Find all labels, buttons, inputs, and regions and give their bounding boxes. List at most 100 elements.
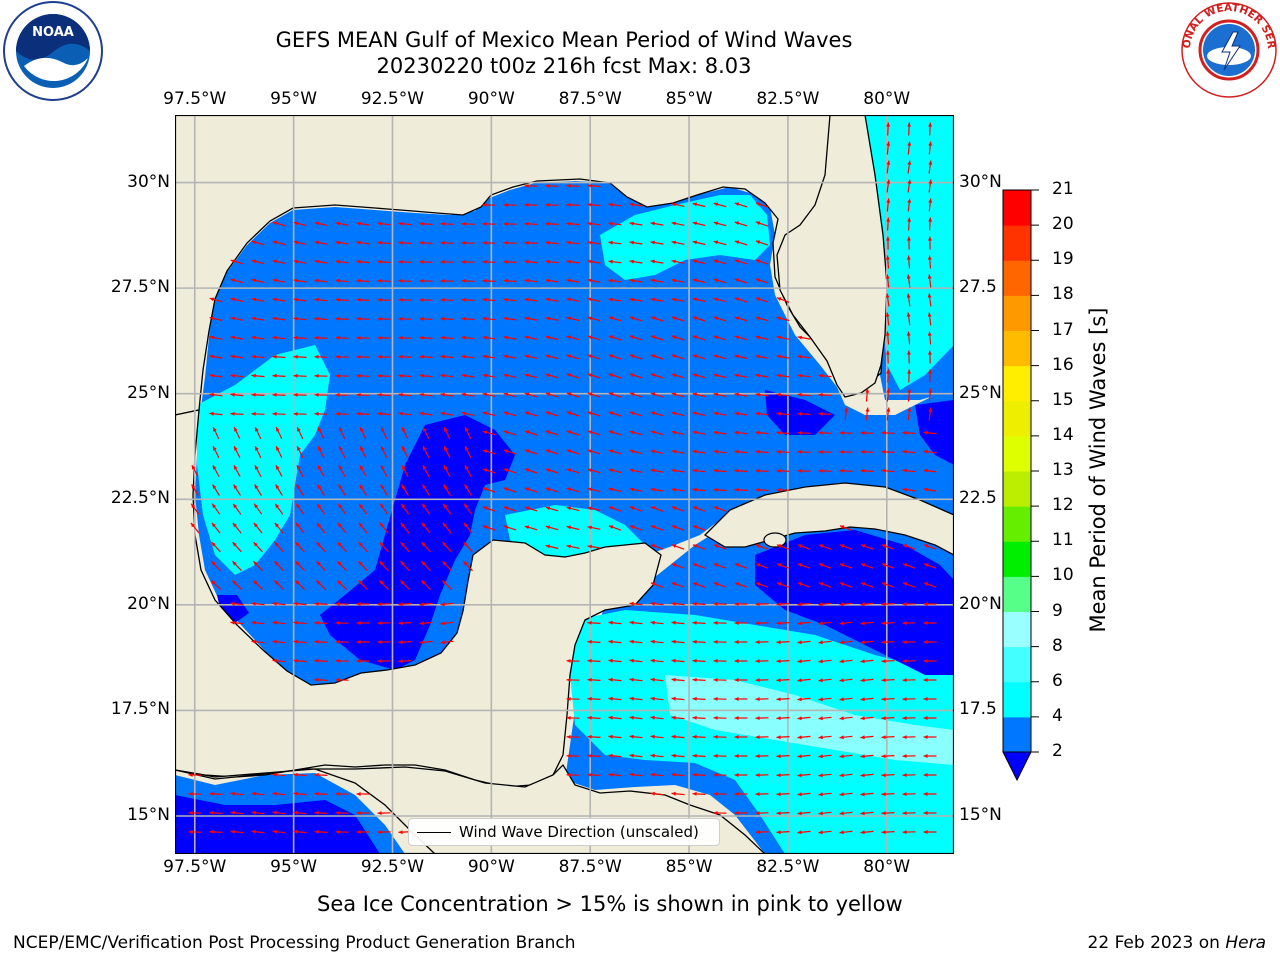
wave-arrow-head — [440, 297, 445, 302]
wave-arrow-head — [692, 563, 698, 567]
wave-arrow-head — [671, 601, 676, 606]
wave-arrow-head — [461, 260, 466, 264]
wave-arrow-head — [335, 640, 340, 644]
wave-arrow-head — [844, 407, 849, 412]
wave-arrow-head — [650, 278, 655, 283]
wave-arrow-head — [377, 640, 382, 644]
footer-credit: NCEP/EMC/Verification Post Processing Pr… — [13, 933, 576, 953]
land-florida — [776, 115, 888, 398]
wave-arrow-head — [776, 621, 781, 626]
wave-arrow-head — [906, 274, 911, 279]
wave-arrow-head — [629, 753, 634, 758]
wave-arrow-head — [902, 659, 907, 663]
wave-arrow-head — [293, 791, 298, 796]
wave-arrow-head — [524, 373, 530, 378]
wave-arrow-head — [566, 544, 571, 549]
colorbar-tick-label: 18 — [1052, 284, 1074, 305]
wave-arrow-head — [293, 373, 298, 378]
wave-arrow-head — [377, 336, 382, 340]
wave-arrow-head — [650, 373, 656, 378]
wave-arrow-head — [524, 354, 529, 359]
wave-arrow-head — [251, 791, 256, 796]
wave-arrow-head — [545, 259, 550, 264]
wave-arrow-head — [337, 522, 342, 528]
wave-arrow-head — [419, 640, 424, 645]
wave-arrow-head — [545, 335, 551, 340]
wave-arrow-head — [464, 503, 469, 509]
wave-arrow-head — [545, 392, 551, 397]
wave-arrow-head — [755, 449, 760, 454]
wave-arrow-head — [482, 297, 487, 302]
wave-arrow-head — [314, 620, 319, 625]
wave-arrow-head — [272, 240, 278, 245]
wave-arrow-head — [566, 221, 571, 226]
wave-arrow-head — [629, 677, 634, 682]
wave-arrow-head — [671, 240, 676, 245]
wave-arrow-head — [902, 602, 907, 606]
wave-arrow-head — [902, 449, 907, 454]
wave-arrow-head — [713, 811, 718, 815]
wave-arrow-head — [865, 388, 870, 393]
wave-arrow-head — [713, 430, 718, 435]
wave-arrow-head — [797, 544, 803, 548]
wave-arrow-head — [503, 392, 509, 397]
wave-arrow-head — [444, 446, 448, 451]
wave-arrow-head — [209, 297, 215, 302]
wave-arrow-head — [902, 735, 907, 739]
wave-arrow-head — [482, 392, 487, 397]
wave-arrow-head — [650, 620, 655, 625]
wave-arrow-head — [233, 484, 238, 489]
wave-arrow-head — [296, 465, 301, 470]
wave-arrow-head — [928, 350, 932, 355]
wave-arrow-head — [233, 465, 238, 470]
colorbar-tick-label: 8 — [1052, 635, 1063, 656]
wave-arrow-head — [650, 392, 656, 397]
wave-arrow-head — [359, 465, 364, 470]
wave-arrow-head — [650, 601, 655, 606]
wave-arrow-head — [860, 830, 865, 835]
wave-arrow-head — [608, 373, 614, 378]
wave-arrow-head — [629, 373, 635, 378]
wave-arrow-head — [356, 602, 361, 606]
wave-arrow-head — [419, 221, 424, 226]
wave-arrow-head — [464, 465, 469, 470]
wave-arrow-head — [776, 392, 781, 397]
wave-arrow-head — [713, 411, 718, 416]
wave-arrow-head — [629, 354, 635, 359]
wave-arrow-head — [442, 522, 447, 528]
wave-arrow-head — [860, 449, 865, 454]
wave-arrow-head — [230, 411, 235, 416]
wave-arrow-head — [587, 487, 593, 492]
wave-arrow-head — [377, 221, 382, 226]
wave-arrow-head — [314, 810, 319, 815]
wave-arrow-head — [398, 621, 403, 626]
wave-arrow-head — [881, 754, 886, 759]
colorbar-tick-label: 17 — [1052, 319, 1074, 340]
wave-arrow-head — [671, 221, 676, 226]
wave-arrow-head — [818, 602, 823, 607]
wave-arrow-head — [465, 446, 469, 451]
wave-arrow-head — [907, 122, 912, 127]
wave-arrow-head — [713, 544, 719, 548]
wave-arrow-head — [907, 217, 912, 222]
wave-arrow-head — [545, 278, 550, 283]
wave-arrow-head — [338, 484, 343, 489]
wave-arrow-head — [587, 715, 592, 720]
wave-arrow-head — [907, 198, 912, 203]
wave-arrow-head — [671, 259, 676, 264]
wave-arrow-head — [296, 484, 301, 489]
colorbar — [1002, 189, 1039, 782]
wave-arrow-head — [293, 393, 298, 397]
wave-arrow-head — [692, 620, 697, 625]
wave-arrow-head — [886, 407, 891, 412]
wave-arrow-head — [461, 278, 466, 283]
wave-arrow-head — [545, 183, 550, 188]
wave-arrow-head — [275, 484, 280, 489]
wave-arrow-head — [608, 221, 613, 226]
wave-arrow-head — [671, 297, 676, 302]
wave-arrow-head — [902, 430, 907, 435]
wave-arrow-head — [503, 506, 509, 511]
longitude-label: 80°W — [863, 89, 911, 109]
wave-arrow-head — [839, 602, 844, 607]
wave-arrow-head — [272, 221, 278, 226]
